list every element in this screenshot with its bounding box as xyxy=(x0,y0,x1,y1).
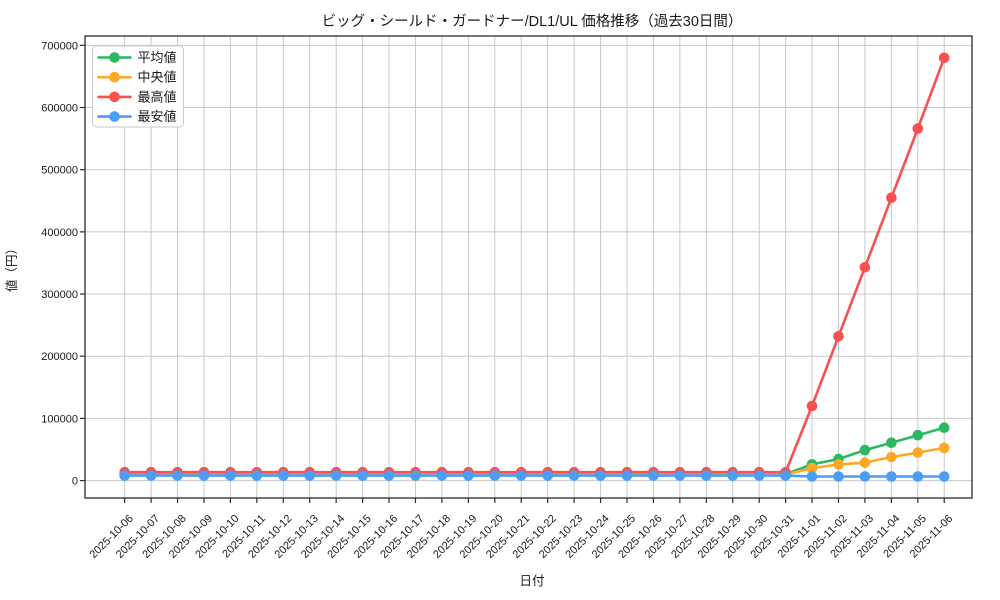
data-point xyxy=(172,470,183,481)
y-tick-label: 600000 xyxy=(41,103,78,115)
data-point xyxy=(225,470,236,481)
y-tick-label: 500000 xyxy=(41,165,78,177)
chart-title: ビッグ・シールド・ガードナー/DL1/UL 価格推移（過去30日間） xyxy=(322,13,743,30)
data-point xyxy=(330,470,342,481)
data-point xyxy=(701,470,712,481)
data-point xyxy=(912,123,924,134)
legend-label: 最高値 xyxy=(138,89,177,104)
data-point xyxy=(859,262,871,273)
data-point xyxy=(251,470,263,481)
data-point xyxy=(595,470,606,481)
data-point xyxy=(859,444,871,456)
series-line-lowest xyxy=(123,474,946,478)
data-point xyxy=(621,470,633,481)
y-tick-label: 400000 xyxy=(41,227,78,239)
series-average xyxy=(119,422,950,480)
legend-label: 平均値 xyxy=(138,50,177,65)
data-point xyxy=(938,442,950,454)
data-point xyxy=(542,470,553,481)
data-point xyxy=(463,470,474,481)
data-point xyxy=(912,429,924,441)
y-axis-label: 値（円） xyxy=(4,242,19,292)
y-tick-label: 0 xyxy=(72,476,78,488)
legend-item-lowest: 最安値 xyxy=(97,109,177,124)
y-tick-label: 300000 xyxy=(41,289,78,301)
data-point xyxy=(833,471,844,482)
data-series xyxy=(119,52,950,482)
legend-marker-dot xyxy=(109,91,120,103)
x-axis-label: 日付 xyxy=(519,574,544,588)
data-point xyxy=(727,470,738,481)
y-tick-label: 100000 xyxy=(41,413,78,425)
data-point xyxy=(278,470,289,481)
data-point xyxy=(119,470,130,481)
data-point xyxy=(912,471,924,482)
data-point xyxy=(886,471,897,482)
data-point xyxy=(753,470,765,481)
data-point xyxy=(410,470,421,481)
legend-item-average: 平均値 xyxy=(97,50,177,65)
data-point xyxy=(859,457,871,468)
data-point xyxy=(886,451,897,463)
data-point xyxy=(489,470,501,481)
data-point xyxy=(304,470,316,481)
data-point xyxy=(568,470,580,481)
data-point xyxy=(515,470,527,481)
legend-item-median: 中央値 xyxy=(97,70,177,85)
data-point xyxy=(886,437,897,449)
data-point xyxy=(145,470,157,481)
series-highest xyxy=(119,52,950,478)
legend-label: 中央値 xyxy=(138,70,177,85)
series-line-median xyxy=(123,446,946,476)
data-point xyxy=(912,447,924,458)
data-point xyxy=(833,331,844,342)
grid-lines xyxy=(85,36,972,498)
y-tick-label: 200000 xyxy=(41,351,78,363)
data-point xyxy=(859,471,871,482)
data-point xyxy=(833,459,844,470)
data-point xyxy=(886,192,897,203)
data-point xyxy=(436,470,448,481)
legend-marker-dot xyxy=(109,111,120,122)
plot-border xyxy=(84,35,973,499)
data-point xyxy=(383,470,395,481)
data-point xyxy=(806,462,818,474)
data-point xyxy=(780,470,791,481)
data-point xyxy=(357,470,368,481)
data-point xyxy=(938,471,950,482)
data-point xyxy=(806,400,818,412)
legend-label: 最安値 xyxy=(138,109,177,124)
data-point xyxy=(674,470,686,481)
y-tick-label: 700000 xyxy=(41,40,78,52)
legend-box xyxy=(92,45,184,128)
legend-marker-dot xyxy=(109,71,120,83)
series-line-highest xyxy=(123,56,946,474)
legend-item-highest: 最高値 xyxy=(97,89,177,104)
data-point xyxy=(648,470,659,481)
data-point xyxy=(938,422,950,434)
data-point xyxy=(198,470,210,481)
data-point xyxy=(806,471,818,482)
legend-marker-dot xyxy=(109,52,120,63)
data-point xyxy=(938,52,950,64)
series-lowest xyxy=(119,470,950,482)
